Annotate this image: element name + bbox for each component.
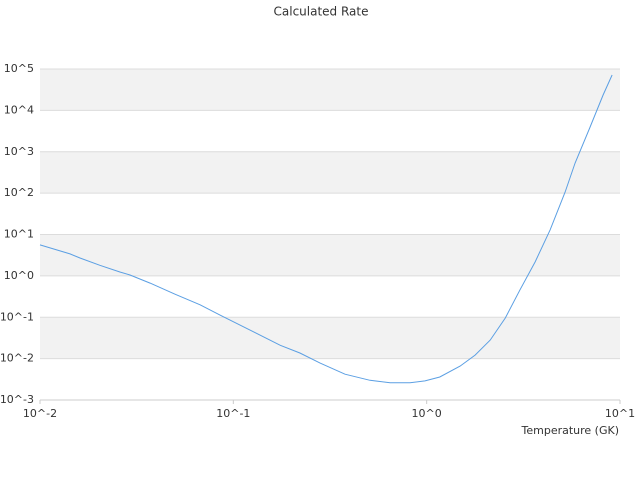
grid-band <box>40 69 620 111</box>
grid-band <box>40 151 620 194</box>
grid-band <box>40 317 620 359</box>
y-tick-label: 10^3 <box>4 145 34 158</box>
data-line <box>39 74 613 384</box>
grid-band <box>40 234 620 276</box>
chart-title: Calculated Rate <box>274 5 369 19</box>
y-tick-label: 10^4 <box>4 103 34 116</box>
y-tick-label: 10^-1 <box>0 310 34 323</box>
y-tick-label: 10^-3 <box>0 393 34 406</box>
x-tick-label: 10^-1 <box>216 407 250 420</box>
y-tick-label: 10^0 <box>4 269 34 282</box>
y-tick-label: 10^5 <box>4 62 34 75</box>
x-tick-label: 10^1 <box>605 407 635 420</box>
x-tick-label: 10^0 <box>412 407 442 420</box>
x-tick-label: 10^-2 <box>23 407 57 420</box>
y-tick-label: 10^1 <box>4 228 34 241</box>
y-tick-label: 10^-2 <box>0 352 34 365</box>
y-tick-label: 10^2 <box>4 186 34 199</box>
x-axis-label: Temperature (GK) <box>521 424 620 437</box>
